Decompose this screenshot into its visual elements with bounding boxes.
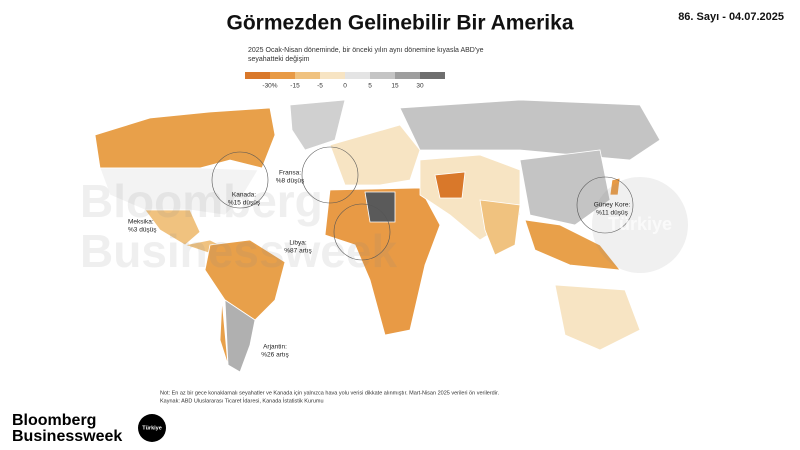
watermark-text: Businessweek: [80, 225, 397, 277]
legend-swatch: [295, 72, 320, 79]
highlight-circle: [333, 203, 391, 261]
argentina: [224, 299, 256, 373]
highlight-circle: [301, 146, 359, 204]
annotation-text: %8 düşüş: [276, 178, 305, 185]
legend-swatch: [245, 72, 270, 79]
india: [479, 199, 521, 256]
subtitle: seyahatteki değişim: [248, 56, 310, 63]
legend-label: -30%: [262, 83, 277, 90]
legend-swatch: [320, 72, 345, 79]
note: Not: En az bir gece konaklamalı seyahatl…: [160, 390, 499, 396]
iran: [434, 171, 466, 199]
annotations: Kanada: %15 düşüş Meksika: %3 düşüş Fran…: [128, 170, 630, 359]
highlight-circle: [211, 151, 269, 209]
logo-badge: [138, 414, 166, 442]
legend-label: -15: [290, 83, 300, 90]
annotation-text: %3 düşüş: [128, 227, 157, 234]
mexico: [144, 209, 201, 246]
logo-badge-text: Türkiye: [142, 425, 162, 431]
china: [519, 149, 611, 226]
legend-label: 0: [343, 83, 347, 90]
legend-label: 15: [391, 83, 399, 90]
legend-swatch: [345, 72, 370, 79]
legend-swatch: [420, 72, 445, 79]
title: Görmezden Gelinebilir Bir Amerika: [227, 12, 574, 35]
usa: [99, 167, 259, 216]
watermark: Bloomberg Businessweek: [80, 175, 688, 277]
map: [94, 99, 661, 373]
watermark-badge-text: Türkiye: [608, 214, 672, 234]
annotation-text: %87 artış: [284, 248, 312, 255]
legend-swatch: [370, 72, 395, 79]
annotation-label: Güney Kore:: [594, 202, 631, 209]
africa: [324, 187, 441, 336]
annotation-label: Arjantin:: [263, 344, 287, 351]
legend-swatch: [395, 72, 420, 79]
annotation-label: Libya:: [289, 240, 307, 247]
watermark-badge: [592, 177, 688, 273]
annotation-text: %15 düşüş: [228, 200, 261, 207]
annotation-label: Fransa:: [279, 170, 301, 177]
korea: [609, 177, 621, 196]
logo-text: Bloomberg: [12, 412, 96, 429]
logo-text: Businessweek: [12, 428, 122, 445]
annotation-text: %11 düşüş: [596, 210, 628, 217]
annotation-label: Meksika:: [128, 219, 154, 226]
issue-date: 86. Sayı - 04.07.2025: [678, 11, 784, 23]
southeast-asia: [524, 219, 621, 271]
annotation-label: Kanada:: [232, 192, 256, 199]
russia: [399, 99, 661, 161]
highlight-circle: [576, 176, 634, 234]
legend-label: 30: [416, 83, 424, 90]
libya: [364, 191, 396, 223]
legend-label: -5: [317, 83, 323, 90]
europe: [329, 124, 421, 186]
annotation-text: %26 artış: [261, 352, 289, 359]
subtitle: 2025 Ocak-Nisan döneminde, bir önceki yı…: [248, 47, 484, 54]
legend: -30% -15 -5 0 5 15 30: [245, 72, 445, 90]
watermark-text: Bloomberg: [80, 175, 323, 227]
australia: [554, 284, 641, 351]
source: Kaynak: ABD Uluslararası Ticaret İdaresi…: [160, 397, 324, 404]
greenland: [289, 99, 346, 151]
legend-label: 5: [368, 83, 372, 90]
legend-swatch: [270, 72, 295, 79]
logo: Bloomberg Businessweek Türkiye: [12, 412, 166, 445]
chile: [219, 299, 229, 366]
